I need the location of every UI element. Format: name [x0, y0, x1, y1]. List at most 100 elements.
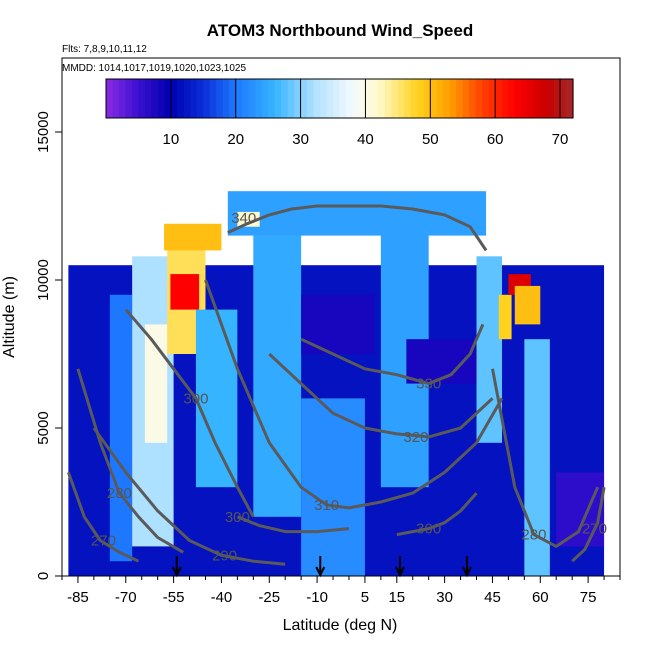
x-tick-label-1: -70 [115, 589, 137, 606]
flight-marker-0 [171, 556, 182, 578]
colorbar-cell-31 [307, 79, 315, 118]
colorbar-cell-59 [488, 79, 496, 118]
x-axis: -85 -70 -55 -40 -25 -10 5 15 30 45 60 75 [61, 576, 621, 606]
theta-contour-7 [92, 427, 286, 566]
colorbar-cell-50 [430, 79, 438, 118]
colorbar-tick-label-2: 30 [292, 131, 309, 148]
colorbar-cell-16 [209, 79, 217, 118]
colorbar-cell-65 [527, 79, 535, 118]
y-axis: 0 5000 10000 15000 [35, 111, 62, 580]
dates-subtitle: MMDD: 1014,1017,1019,1020,1023,1025 [62, 63, 246, 74]
colorbar-cell-38 [352, 79, 360, 118]
flight-marker-3 [462, 556, 472, 578]
colorbar-cell-32 [313, 79, 321, 118]
colorbar-cell-54 [456, 79, 464, 118]
colorbar-cell-35 [333, 79, 341, 118]
y-axis-label: Altitude (m) [1, 276, 18, 358]
colorbar-tick-label-0: 10 [163, 131, 180, 148]
colorbar-cell-67 [540, 79, 548, 118]
colorbar-cell-36 [339, 79, 347, 118]
x-tick-label-0: -85 [67, 589, 89, 606]
colorbar-frame [105, 78, 574, 119]
colorbar: 10 20 30 40 50 60 70 [105, 78, 574, 148]
colorbar-cell-7 [151, 79, 159, 118]
theta-contour-4 [124, 308, 255, 518]
colorbar-cell-20 [235, 79, 243, 118]
flight-marker-1 [315, 556, 326, 578]
chart-title: ATOM3 Northbound Wind_Speed [207, 21, 473, 40]
colorbar-cell-55 [462, 79, 470, 118]
colorbar-cell-56 [469, 79, 477, 118]
wind-region-1 [109, 294, 133, 562]
wind-region-16 [514, 285, 541, 325]
theta-contour-label-10: 270 [91, 532, 116, 549]
theta-contour-label-3: 310 [314, 497, 339, 514]
theta-contour-9 [491, 368, 600, 548]
colorbar-cell-9 [164, 79, 172, 118]
colorbar-cell-12 [183, 79, 191, 118]
colorbar-cell-63 [514, 79, 522, 118]
wind-region-5 [170, 274, 200, 310]
theta-contour-label-9: 280 [521, 527, 546, 544]
colorbar-tick-label-4: 50 [422, 131, 439, 148]
colorbar-cell-43 [384, 79, 392, 118]
theta-contour-label-4: 300 [183, 390, 208, 407]
theta-contour-label-5: 300 [225, 509, 250, 526]
colorbar-cell-40 [365, 79, 373, 118]
theta-contour-label-11: 270 [582, 521, 607, 538]
theta-contour-label-1: 330 [416, 376, 441, 393]
colorbar-cell-24 [261, 79, 269, 118]
colorbar-cell-17 [216, 79, 224, 118]
colorbar-cell-26 [274, 79, 282, 118]
theta-contour-8 [76, 368, 184, 554]
theta-contour-6 [396, 492, 478, 537]
wind-region-11 [227, 191, 487, 236]
colorbar-cell-5 [138, 79, 146, 118]
theta-contour-label-6: 300 [416, 521, 441, 538]
y-tick-label-0: 0 [35, 572, 52, 580]
colorbar-cell-2 [118, 79, 127, 118]
colorbar-cell-23 [255, 79, 263, 118]
wind-region-7 [195, 309, 238, 488]
colorbar-cell-28 [287, 79, 295, 118]
colorbar-cell-18 [222, 79, 230, 118]
colorbar-cell-51 [436, 79, 444, 118]
colorbar-cell-10 [170, 79, 178, 118]
theta-contour-label-2: 320 [403, 429, 428, 446]
theta-contour-2 [268, 352, 494, 439]
theta-contour-label-8: 280 [107, 485, 132, 502]
wind-region-9 [301, 398, 365, 576]
flights-subtitle: Flts: 7,8,9,10,11,12 [62, 44, 147, 55]
x-tick-label-7: 15 [388, 589, 405, 606]
wind-region-6 [164, 223, 222, 251]
colorbar-cell-49 [423, 79, 431, 118]
theta-contour-0 [227, 204, 488, 252]
colorbar-cell-53 [449, 79, 457, 118]
colorbar-cell-8 [157, 79, 165, 118]
x-tick-label-9: 45 [484, 589, 501, 606]
x-tick-label-11: 75 [580, 589, 597, 606]
colorbar-cell-44 [391, 79, 399, 118]
x-tick-label-5: -10 [306, 589, 328, 606]
colorbar-cell-64 [521, 79, 529, 118]
colorbar-tick-label-3: 40 [357, 131, 374, 148]
colorbar-cell-33 [320, 79, 328, 118]
colorbar-cell-37 [345, 79, 354, 118]
colorbar-cell-39 [358, 79, 367, 118]
colorbar-cell-62 [508, 79, 516, 118]
colorbar-cell-1 [112, 79, 120, 118]
colorbar-cell-41 [371, 79, 380, 118]
x-axis-label: Latitude (deg N) [283, 617, 398, 634]
y-tick-label-2: 10000 [35, 259, 52, 301]
colorbar-cell-22 [248, 79, 256, 118]
colorbar-tick-label-1: 20 [227, 131, 244, 148]
colorbar-cell-25 [268, 79, 276, 118]
colorbar-cell-52 [443, 79, 451, 118]
x-tick-label-10: 60 [532, 589, 549, 606]
x-tick-label-8: 30 [436, 589, 453, 606]
wind-region-3 [144, 324, 168, 443]
colorbar-cell-6 [144, 79, 153, 118]
plot-frame [61, 57, 621, 577]
x-tick-label-3: -40 [211, 589, 233, 606]
